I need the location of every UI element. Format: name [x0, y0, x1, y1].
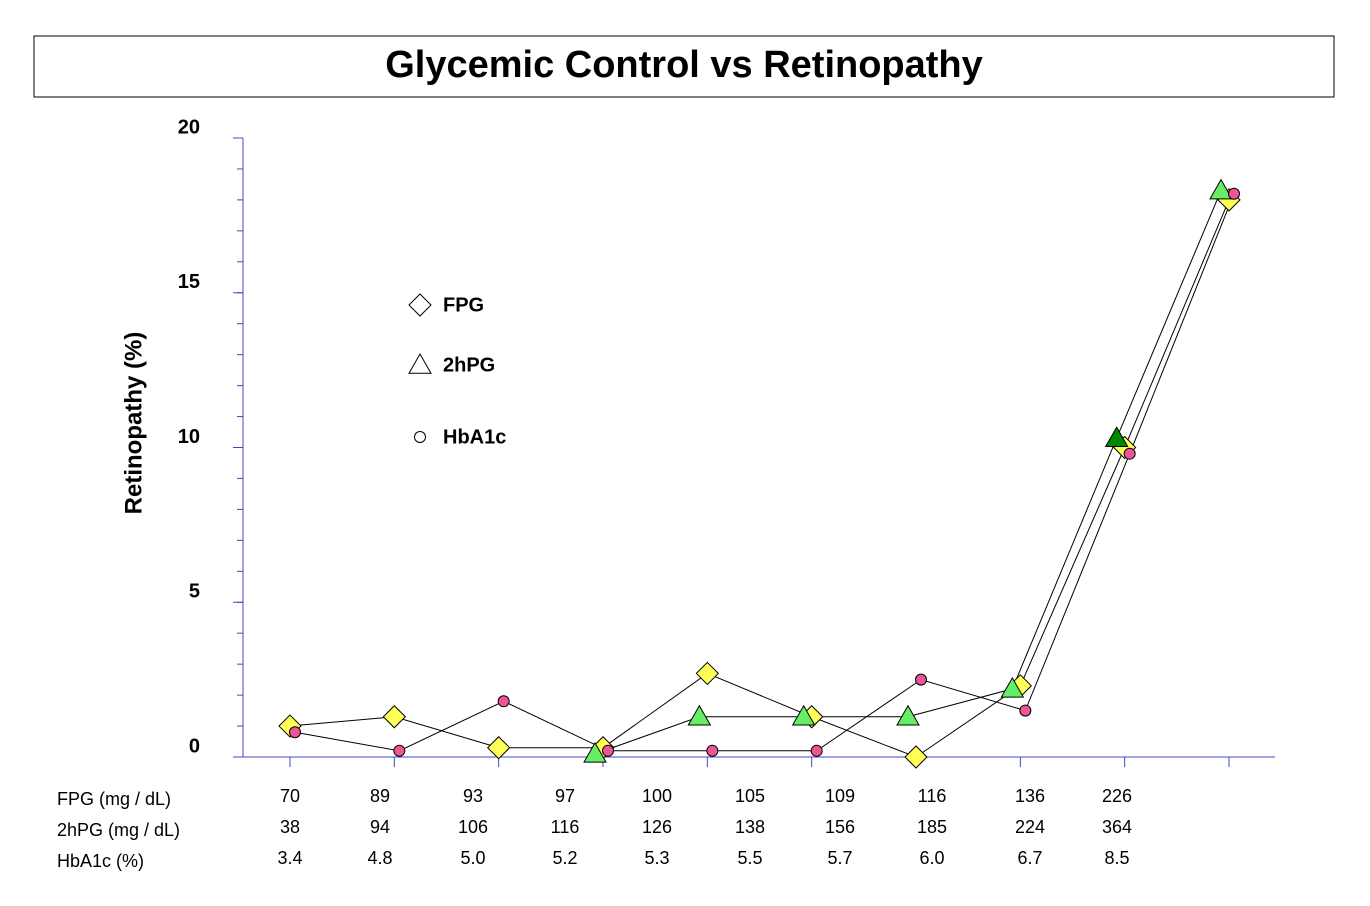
legend-marker — [408, 352, 432, 374]
2hpg-point — [1209, 178, 1233, 200]
fpg-point — [904, 745, 928, 769]
table-cell: 116 — [918, 786, 947, 806]
table-cell: 138 — [735, 817, 765, 837]
y-tick-label: 10 — [178, 426, 200, 448]
table-cell: 89 — [370, 786, 390, 806]
table-cell: 94 — [370, 817, 390, 837]
table-cell: 100 — [642, 786, 672, 806]
table-cell: 109 — [825, 786, 855, 806]
y-tick-label: 20 — [178, 116, 200, 138]
2hpg-point — [791, 704, 816, 726]
y-tick-label: 15 — [178, 271, 200, 293]
table-cell: 5.3 — [644, 848, 669, 868]
fpg-point — [695, 661, 720, 686]
table-cell: 106 — [458, 817, 488, 837]
table-cell: 8.5 — [1104, 848, 1129, 868]
legend-marker — [408, 293, 432, 317]
hba1c-point — [1228, 187, 1240, 200]
table-cell: 156 — [825, 817, 855, 837]
hba1c-point — [915, 673, 927, 686]
table-cell: 5.5 — [737, 848, 762, 868]
series-line — [294, 193, 1235, 752]
table-cell: 93 — [463, 786, 483, 806]
row-label: FPG (mg / dL) — [57, 789, 171, 809]
hba1c-point — [706, 744, 719, 757]
table-cell: 226 — [1102, 786, 1132, 806]
table-cell: 185 — [917, 817, 947, 837]
legend-label: FPG — [443, 294, 484, 316]
title-box — [33, 35, 1335, 98]
table-cell: 4.8 — [367, 848, 392, 868]
table-cell: 105 — [735, 786, 765, 806]
series-line — [289, 199, 1230, 758]
2hpg-point — [583, 741, 607, 763]
table-cell: 136 — [1015, 786, 1045, 806]
legend-marker — [414, 431, 426, 443]
y-tick-label: 5 — [189, 581, 200, 603]
row-label: 2hPG (mg / dL) — [57, 820, 180, 840]
series-line — [594, 190, 1222, 755]
hba1c-point — [810, 744, 823, 757]
2hpg-point — [896, 704, 920, 726]
legend-label: HbA1c — [443, 426, 506, 448]
table-cell: 126 — [642, 817, 672, 837]
table-cell: 6.0 — [919, 848, 944, 868]
table-cell: 38 — [280, 817, 300, 837]
y-axis-label: Retinopathy (%) — [120, 332, 147, 515]
hba1c-point — [497, 695, 510, 708]
fpg-point — [486, 736, 511, 760]
hba1c-point — [393, 744, 406, 757]
table-cell: 5.2 — [552, 848, 577, 868]
hba1c-point — [289, 726, 301, 739]
table-cell: 364 — [1102, 817, 1132, 837]
chart-title: Glycemic Control vs Retinopathy — [385, 44, 983, 86]
legend-label: 2hPG — [443, 354, 495, 376]
row-label: HbA1c (%) — [57, 851, 144, 871]
hba1c-point — [1123, 447, 1136, 460]
2hpg-point — [687, 704, 712, 726]
fpg-point — [382, 705, 407, 729]
table-cell: 5.7 — [827, 848, 852, 868]
y-tick-label: 0 — [189, 735, 200, 757]
table-cell: 97 — [555, 786, 575, 806]
table-cell: 224 — [1015, 817, 1045, 837]
2hpg-point — [1000, 676, 1025, 698]
table-cell: 70 — [280, 786, 300, 806]
hba1c-point — [1019, 704, 1032, 717]
2hpg-point — [1104, 426, 1129, 447]
table-cell: 6.7 — [1017, 848, 1042, 868]
table-cell: 116 — [551, 817, 580, 837]
hba1c-point — [602, 744, 614, 757]
table-cell: 5.0 — [460, 848, 485, 868]
table-cell: 3.4 — [277, 848, 302, 868]
